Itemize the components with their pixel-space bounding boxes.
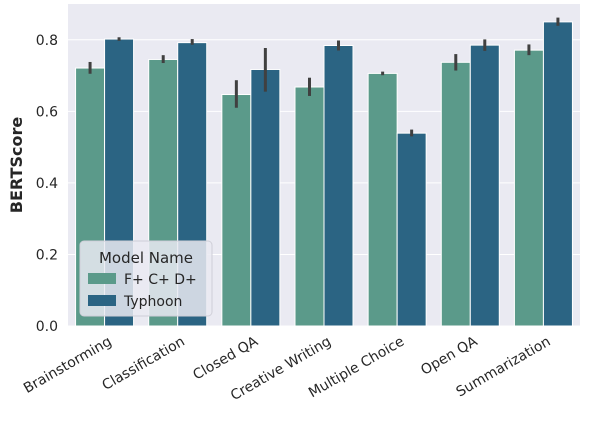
y-tick-label: 0.0 (36, 319, 58, 335)
bar-f-c-d-creative-writing (294, 86, 325, 327)
legend: Model Name F+ C+ D+ Typhoon (79, 240, 213, 317)
x-tick-label-classification: Classification (99, 334, 187, 394)
x-tick-label-closed-qa: Closed QA (190, 333, 261, 383)
bar-f-c-d-summarization (513, 49, 544, 327)
legend-swatch-f-c-d (88, 273, 116, 284)
y-tick-label: 0.6 (36, 104, 58, 120)
x-tick-label-open-qa: Open QA (418, 333, 480, 378)
x-tick-label-brainstorming: Brainstorming (21, 334, 115, 397)
y-axis-ticks: 0.0 0.2 0.4 0.6 0.8 (36, 33, 58, 335)
y-axis-title: BERTScore (7, 117, 26, 214)
bar-f-c-d-multiple-choice (367, 72, 398, 327)
bar-typhoon-closed-qa (250, 68, 281, 327)
legend-swatch-typhoon (88, 295, 116, 306)
y-tick-label: 0.8 (36, 33, 58, 49)
y-tick-label: 0.2 (36, 247, 58, 263)
y-tick-label: 0.4 (36, 176, 58, 192)
legend-label-typhoon: Typhoon (123, 294, 182, 310)
bar-f-c-d-open-qa (440, 61, 471, 327)
bar-typhoon-creative-writing (323, 45, 354, 327)
legend-title: Model Name (99, 249, 193, 267)
bar-typhoon-summarization (542, 21, 573, 327)
bar-typhoon-open-qa (469, 44, 500, 327)
bar-f-c-d-closed-qa (221, 94, 252, 327)
bar-typhoon-multiple-choice (396, 132, 427, 327)
legend-label-f-c-d: F+ C+ D+ (124, 272, 197, 288)
bars (75, 17, 573, 327)
